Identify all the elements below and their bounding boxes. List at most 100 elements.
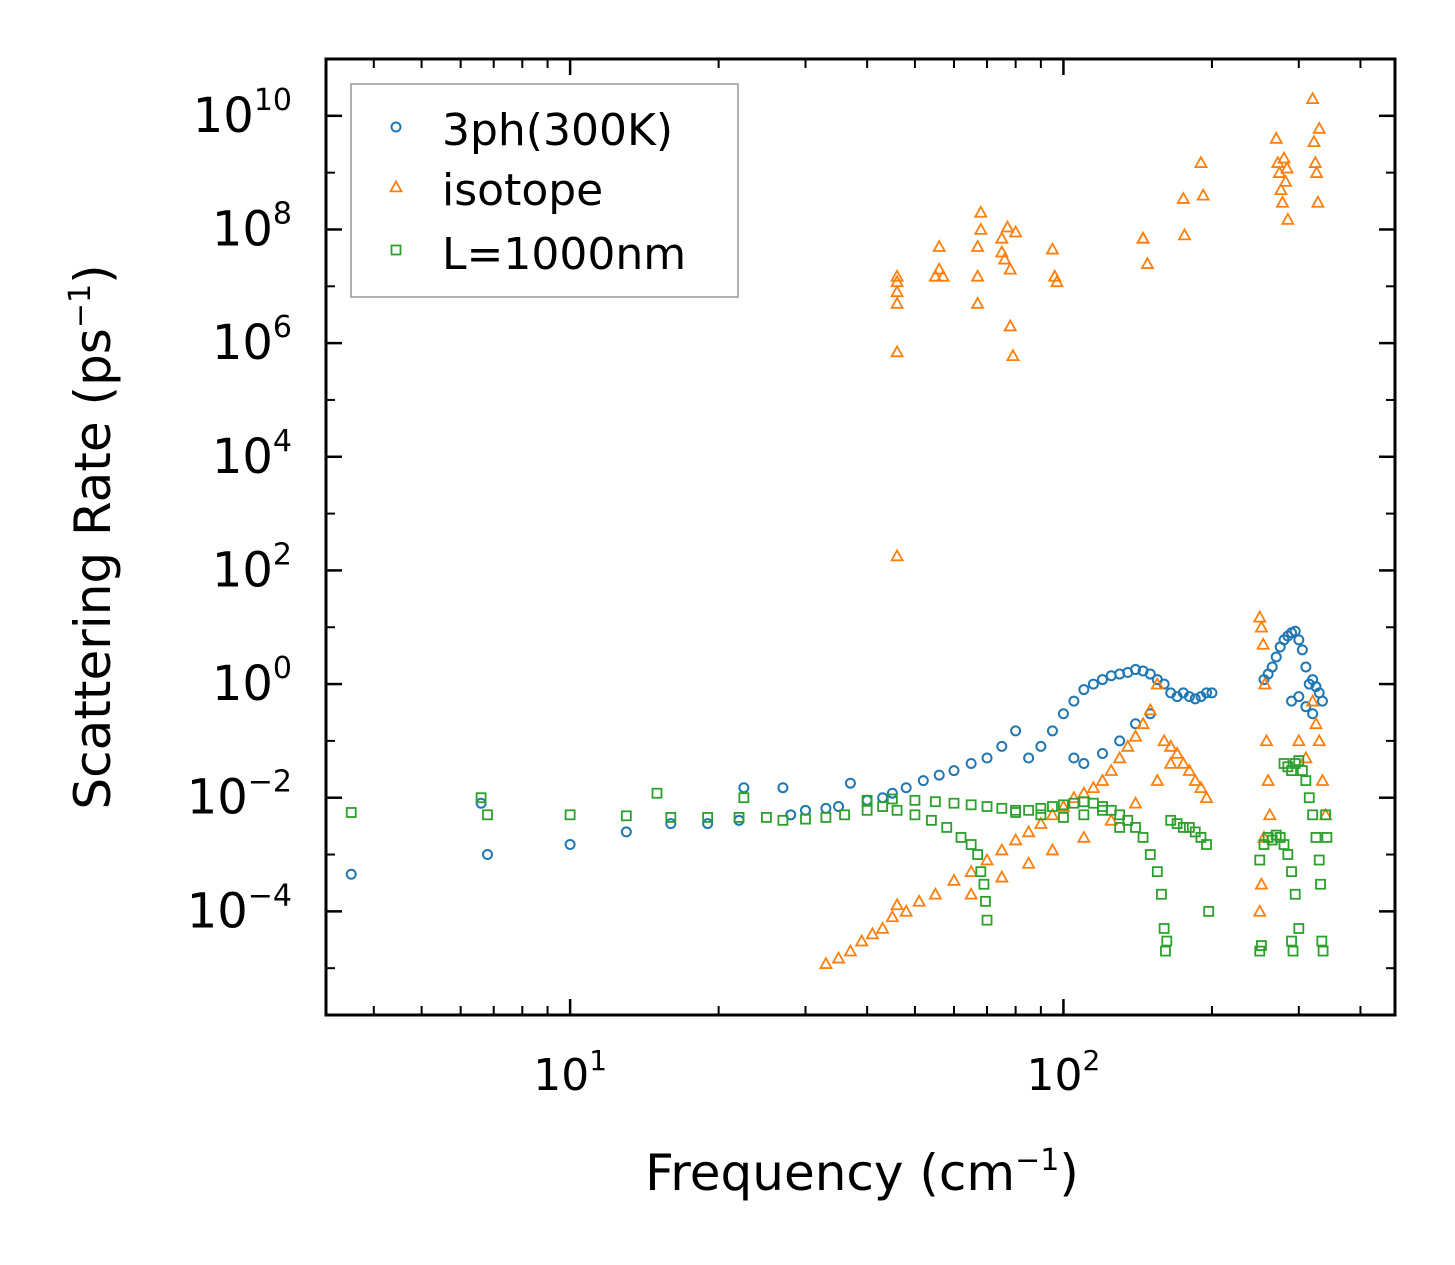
data-point bbox=[1201, 839, 1212, 850]
data-point bbox=[800, 813, 811, 825]
data-point bbox=[890, 284, 905, 298]
x-tick-base: 10 bbox=[1027, 1050, 1083, 1101]
data-point bbox=[1104, 763, 1119, 776]
y-tick-base: 10 bbox=[187, 883, 248, 939]
data-point bbox=[1275, 195, 1290, 208]
legend-entry-boundary: L=1000nm bbox=[442, 229, 686, 280]
data-point bbox=[665, 812, 677, 823]
data-point bbox=[1309, 165, 1324, 178]
data-point bbox=[1097, 747, 1109, 759]
data-point bbox=[1282, 849, 1294, 860]
data-point bbox=[994, 842, 1009, 856]
y-axis-label: Scattering Rate (ps−1) bbox=[63, 264, 122, 809]
data-point bbox=[941, 822, 953, 833]
data-point bbox=[818, 956, 833, 969]
data-point bbox=[1163, 739, 1178, 752]
x-axis-label: Frequency (cm−1) bbox=[645, 1143, 1079, 1202]
data-point bbox=[1317, 945, 1329, 957]
data-point bbox=[1254, 876, 1269, 890]
data-point bbox=[973, 205, 988, 218]
data-point bbox=[965, 799, 977, 811]
data-point bbox=[1158, 923, 1170, 934]
data-point bbox=[1114, 735, 1126, 747]
data-point bbox=[620, 826, 632, 838]
y-tick-exponent: 4 bbox=[273, 424, 292, 459]
data-point bbox=[997, 251, 1012, 265]
data-point bbox=[843, 943, 858, 957]
data-point bbox=[877, 792, 889, 804]
data-point bbox=[785, 809, 797, 821]
data-point bbox=[1160, 945, 1171, 957]
data-point bbox=[1068, 695, 1080, 707]
data-point bbox=[1047, 801, 1058, 812]
data-point bbox=[996, 740, 1008, 752]
data-point bbox=[1316, 695, 1328, 707]
data-point bbox=[917, 775, 929, 787]
data-point bbox=[1049, 274, 1064, 288]
data-point bbox=[1315, 773, 1330, 786]
data-point bbox=[1170, 746, 1185, 759]
data-point bbox=[970, 239, 985, 252]
data-point bbox=[1021, 855, 1036, 869]
legend-marker-triangle bbox=[388, 179, 404, 193]
data-point bbox=[1296, 644, 1308, 656]
data-point bbox=[932, 239, 947, 252]
legend-marker-square bbox=[390, 244, 402, 256]
data-point bbox=[1165, 814, 1177, 826]
data-point bbox=[1010, 807, 1022, 818]
data-point bbox=[865, 926, 880, 940]
data-point bbox=[861, 794, 873, 806]
data-point bbox=[1298, 750, 1313, 764]
data-point bbox=[1315, 878, 1326, 890]
data-point bbox=[1097, 674, 1109, 686]
data-series bbox=[345, 91, 1333, 969]
data-point bbox=[1095, 773, 1110, 786]
data-point bbox=[1278, 839, 1290, 850]
y-tick-base: 10 bbox=[212, 315, 273, 371]
y-tick-exponent: 8 bbox=[273, 196, 292, 231]
data-point bbox=[1143, 702, 1158, 716]
data-point bbox=[932, 261, 947, 275]
data-point bbox=[1000, 219, 1015, 233]
data-point bbox=[1320, 809, 1332, 821]
data-point bbox=[877, 801, 889, 812]
data-point bbox=[1291, 733, 1306, 747]
y-axis-ticks bbox=[326, 114, 1395, 970]
data-point bbox=[1130, 822, 1141, 833]
data-point bbox=[1280, 212, 1295, 225]
data-point bbox=[928, 268, 943, 282]
data-point bbox=[935, 268, 951, 282]
data-point bbox=[799, 804, 811, 816]
data-point bbox=[979, 852, 995, 866]
y-tick-base: 10 bbox=[212, 201, 273, 257]
data-point bbox=[890, 344, 905, 358]
data-point bbox=[1078, 809, 1090, 821]
y-tick-base: 10 bbox=[212, 429, 273, 485]
y-tick-label: 104 bbox=[212, 424, 292, 485]
data-point bbox=[1306, 134, 1322, 148]
data-point bbox=[1078, 796, 1090, 808]
data-point bbox=[955, 832, 967, 843]
data-point bbox=[475, 797, 487, 809]
data-point bbox=[702, 818, 714, 830]
data-point bbox=[1201, 687, 1213, 699]
data-point bbox=[1305, 693, 1320, 707]
data-point bbox=[1161, 935, 1173, 947]
legend-entry-3ph: 3ph(300K) bbox=[442, 105, 673, 156]
data-point bbox=[890, 897, 905, 911]
y-tick-exponent: −2 bbox=[248, 765, 292, 800]
data-point bbox=[1206, 687, 1218, 699]
data-point bbox=[1259, 733, 1274, 747]
y-tick-base: 10 bbox=[212, 656, 273, 712]
legend-markers bbox=[388, 121, 404, 256]
data-point bbox=[1286, 866, 1297, 878]
data-point bbox=[1086, 780, 1101, 794]
data-point bbox=[965, 839, 977, 850]
data-point bbox=[973, 222, 988, 235]
data-point bbox=[1008, 224, 1023, 238]
data-point bbox=[733, 812, 745, 823]
data-point bbox=[1156, 888, 1167, 900]
data-point bbox=[1189, 693, 1201, 705]
data-point bbox=[899, 904, 914, 917]
data-point bbox=[1313, 854, 1325, 866]
